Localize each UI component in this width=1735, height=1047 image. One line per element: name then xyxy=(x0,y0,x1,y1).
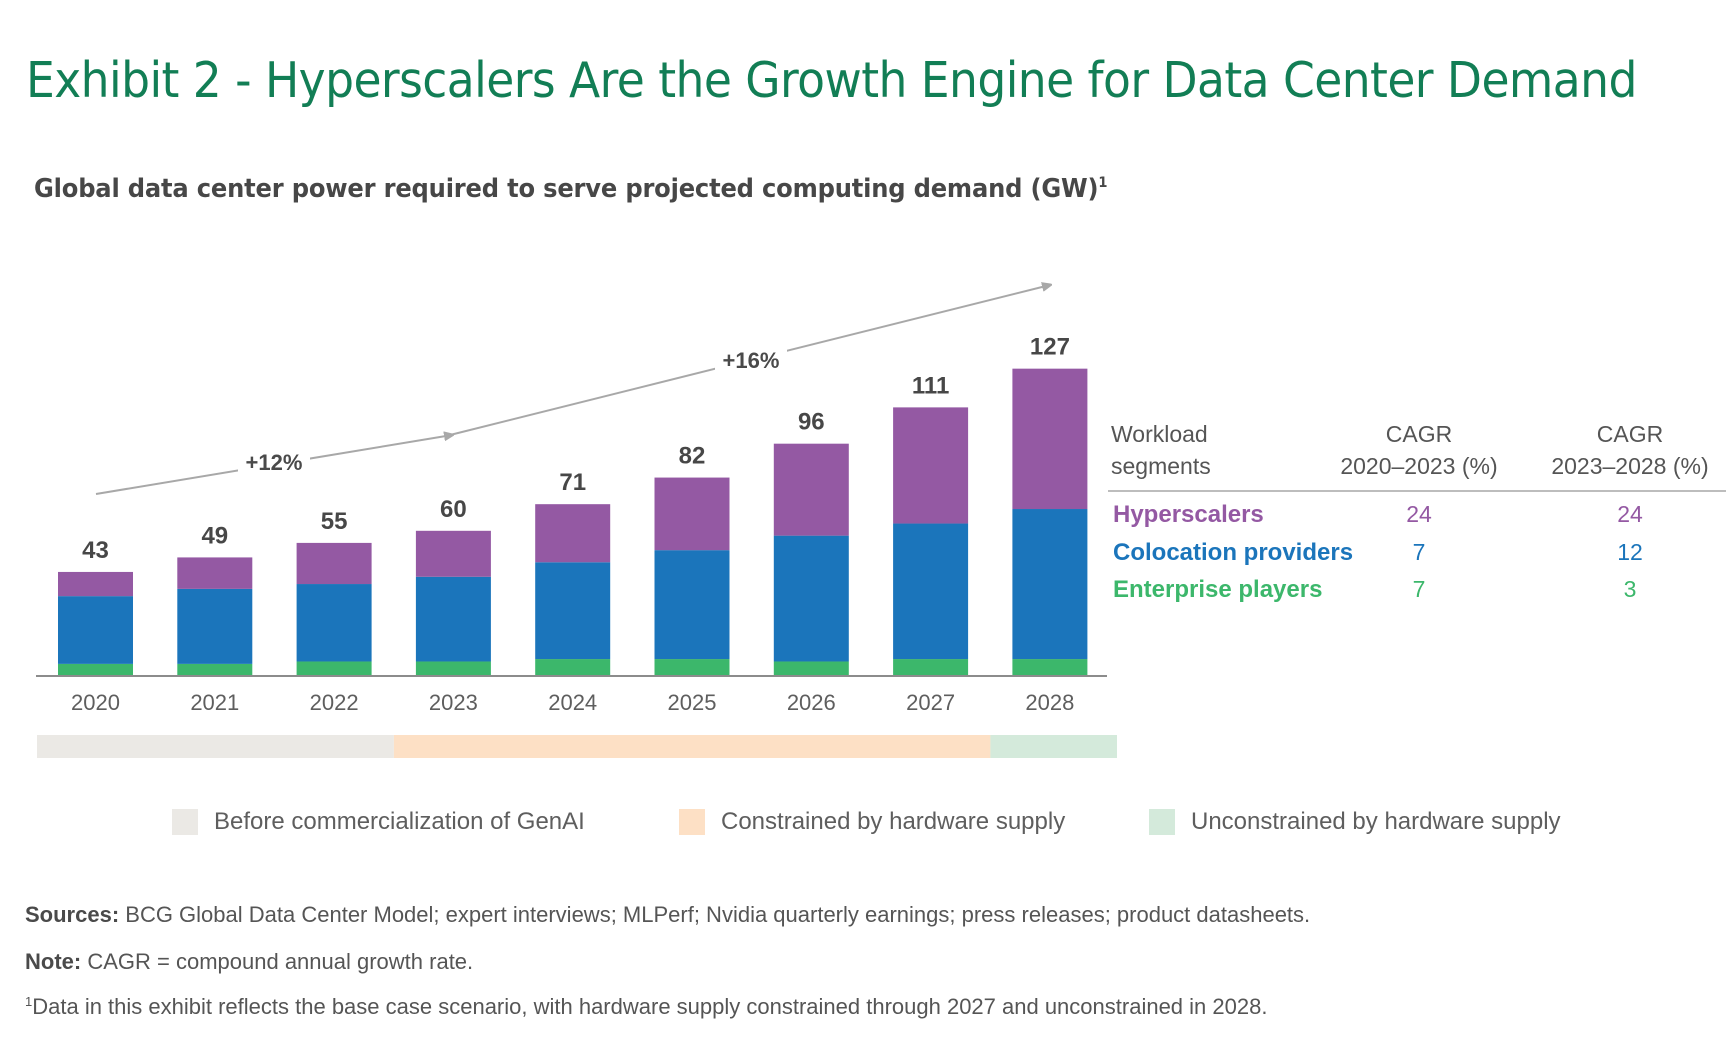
bar-segment-hyperscalers-2027 xyxy=(893,407,969,524)
total-label: 43 xyxy=(82,537,109,564)
phase-band-phase_unconstrained xyxy=(990,735,1117,758)
bar-segment-enterprise-2020 xyxy=(58,663,133,676)
header-cagr1-line2: 2020–2023 (%) xyxy=(1340,453,1498,479)
legend-swatch xyxy=(679,809,705,835)
x-tick-label: 2025 xyxy=(668,690,717,715)
x-tick-label: 2027 xyxy=(906,690,955,715)
bar-segment-colocation-2024 xyxy=(535,562,611,660)
chart-subtitle: Global data center power required to ser… xyxy=(34,174,1107,204)
phase-band-phase_before xyxy=(37,735,394,758)
bar-segment-enterprise-2023 xyxy=(415,661,491,676)
bar-segment-colocation-2025 xyxy=(654,550,730,660)
total-label: 49 xyxy=(201,522,228,549)
growth-label: +16% xyxy=(723,348,780,373)
row-label-enterprise: Enterprise players xyxy=(1113,576,1323,603)
total-labels: 43 49 55 60 71 82 96 111 127 xyxy=(82,334,1070,564)
header-segments-line2: segments xyxy=(1111,453,1211,479)
x-tick-label: 2028 xyxy=(1025,690,1074,715)
bar-segment-enterprise-2022 xyxy=(296,661,372,676)
footnote-marker: 1 xyxy=(1098,175,1108,191)
sources-line: Sources: BCG Global Data Center Model; e… xyxy=(25,902,1310,928)
x-tick-label: 2020 xyxy=(71,690,120,715)
total-label: 55 xyxy=(321,508,348,535)
bar-segment-colocation-2021 xyxy=(177,588,253,664)
header-cagr-2020-2023: CAGR 2020–2023 (%) xyxy=(1319,418,1519,482)
legend-swatch xyxy=(1149,809,1175,835)
bar-segment-colocation-2027 xyxy=(893,523,969,660)
legend-label: Unconstrained by hardware supply xyxy=(1191,808,1561,835)
phase-band-phase_constrained xyxy=(393,735,991,758)
table-divider xyxy=(1108,490,1726,492)
total-label: 71 xyxy=(559,469,586,496)
bar-segment-hyperscalers-2023 xyxy=(415,530,491,577)
bar-segment-colocation-2020 xyxy=(58,596,133,664)
bar-segment-hyperscalers-2021 xyxy=(177,557,253,589)
growth-label-bg xyxy=(715,346,787,376)
bars xyxy=(58,368,1088,676)
bar-segment-enterprise-2028 xyxy=(1012,659,1088,676)
legend-swatch xyxy=(172,809,198,835)
cell-enterprise-cagr_2023_2028: 3 xyxy=(1623,576,1637,602)
bar-segment-enterprise-2025 xyxy=(654,659,730,676)
total-label: 111 xyxy=(912,372,949,399)
header-segments: Workload segments xyxy=(1111,418,1211,482)
row-label-hyperscalers: Hyperscalers xyxy=(1113,501,1264,528)
growth-label-bg xyxy=(238,448,310,478)
total-label: 127 xyxy=(1030,334,1070,361)
header-cagr1-line1: CAGR xyxy=(1385,421,1453,447)
header-segments-line1: Workload xyxy=(1111,421,1208,447)
cell-colocation-cagr_2020_2023: 7 xyxy=(1412,539,1426,565)
row-label-colocation: Colocation providers xyxy=(1113,539,1354,566)
cell-hyperscalers-cagr_2023_2028: 24 xyxy=(1617,501,1643,527)
total-label: 82 xyxy=(679,443,706,470)
cell-hyperscalers-cagr_2020_2023: 24 xyxy=(1406,501,1432,527)
bar-segment-hyperscalers-2026 xyxy=(773,443,849,536)
x-tick-label: 2023 xyxy=(429,690,478,715)
bar-segment-colocation-2026 xyxy=(773,535,849,662)
growth-arrows: +12% +16% xyxy=(95,285,1050,495)
x-axis-ticks: 2020 2021 2022 2023 2024 2025 2026 2027 2028 xyxy=(71,690,1074,715)
cell-enterprise-cagr_2020_2023: 7 xyxy=(1412,576,1426,602)
chart-subtitle-text: Global data center power required to ser… xyxy=(34,174,1099,204)
legend-label: Before commercialization of GenAI xyxy=(214,808,585,835)
bar-segment-colocation-2022 xyxy=(296,584,372,662)
x-tick-label: 2022 xyxy=(310,690,359,715)
bar-segment-enterprise-2027 xyxy=(893,659,969,676)
legend-label: Constrained by hardware supply xyxy=(721,808,1066,835)
bar-segment-hyperscalers-2020 xyxy=(58,571,133,597)
growth-label: +12% xyxy=(246,450,303,475)
total-label: 60 xyxy=(440,496,467,523)
note-line: Note: CAGR = compound annual growth rate… xyxy=(25,949,473,975)
cell-colocation-cagr_2023_2028: 12 xyxy=(1617,539,1643,565)
sources-text: BCG Global Data Center Model; expert int… xyxy=(119,902,1311,927)
footnote-text: Data in this exhibit reflects the base c… xyxy=(32,994,1268,1019)
header-cagr2-line1: CAGR xyxy=(1596,421,1664,447)
bar-segment-enterprise-2021 xyxy=(177,663,253,676)
bar-segment-enterprise-2026 xyxy=(773,661,849,676)
phase-band xyxy=(37,735,1117,758)
note-text: CAGR = compound annual growth rate. xyxy=(81,949,474,974)
exhibit-title: Exhibit 2 - Hyperscalers Are the Growth … xyxy=(26,52,1637,109)
x-tick-label: 2024 xyxy=(548,690,597,715)
footnote-line: 1Data in this exhibit reflects the base … xyxy=(25,994,1267,1020)
bar-segment-hyperscalers-2022 xyxy=(296,542,372,585)
bar-segment-enterprise-2024 xyxy=(535,659,611,676)
note-label: Note: xyxy=(25,949,82,974)
bar-segment-hyperscalers-2028 xyxy=(1012,368,1088,510)
header-cagr-2023-2028: CAGR 2023–2028 (%) xyxy=(1530,418,1730,482)
legend-item-phase_before: Before commercialization of GenAI xyxy=(172,808,585,836)
sources-label: Sources: xyxy=(25,902,120,927)
bar-segment-colocation-2028 xyxy=(1012,509,1088,660)
header-cagr2-line2: 2023–2028 (%) xyxy=(1551,453,1709,479)
bar-segment-hyperscalers-2025 xyxy=(654,477,730,551)
total-label: 96 xyxy=(798,409,825,436)
legend-item-phase_constrained: Constrained by hardware supply xyxy=(679,808,1065,836)
x-tick-label: 2026 xyxy=(787,690,836,715)
bar-segment-hyperscalers-2024 xyxy=(535,504,611,563)
x-tick-label: 2021 xyxy=(190,690,239,715)
bar-segment-colocation-2023 xyxy=(415,576,491,662)
legend-item-phase_unconstrained: Unconstrained by hardware supply xyxy=(1149,808,1561,836)
footnote-marker: 1 xyxy=(25,994,33,1009)
